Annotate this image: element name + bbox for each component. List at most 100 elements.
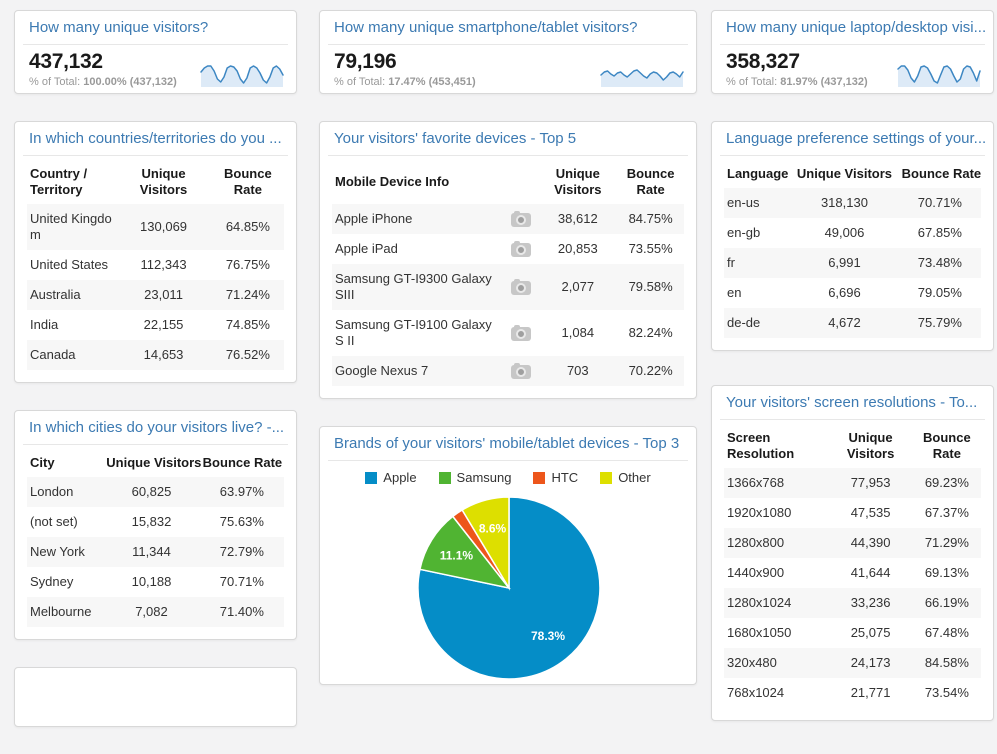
divider [720, 155, 985, 156]
chart-legend: Apple Samsung HTC Other [320, 461, 696, 487]
legend-item-htc: HTC [533, 470, 578, 485]
widget-title[interactable]: In which cities do your visitors live? -… [29, 419, 285, 436]
widget-title[interactable]: How many unique laptop/desktop visi... [726, 19, 987, 36]
table-row: Samsung GT-I9300 Galaxy SIII 2,077 79.58% [332, 264, 684, 310]
widget-title[interactable]: Your visitors' screen resolutions - To..… [726, 394, 978, 411]
desktop-visitors-widget: How many unique laptop/desktop visi... 3… [711, 10, 994, 94]
total-label: % of Total: [29, 76, 81, 88]
table-cell: 70.22% [628, 363, 673, 378]
table-cell: 49,006 [824, 225, 865, 240]
table-cell: 60,825 [131, 484, 172, 499]
table-cell: 6,696 [828, 285, 861, 300]
legend-label: HTC [551, 470, 579, 485]
pie-chart[interactable]: 78.3% 11.1% 8.6% [320, 489, 698, 684]
table-cell: 82.24% [628, 325, 673, 340]
smartphone-visitors-widget: How many unique smartphone/tablet visito… [319, 10, 697, 94]
divider [23, 44, 288, 45]
pie-slice-other[interactable] [461, 496, 510, 591]
legend-label: Samsung [456, 470, 512, 485]
table-cell: 768x1024 [727, 685, 785, 700]
pie-slice-apple[interactable] [417, 496, 601, 680]
table-cell: 4,672 [828, 315, 861, 330]
camera-icon[interactable] [511, 240, 532, 257]
table-cell: 25,075 [850, 625, 891, 640]
table-cell: 73.54% [924, 685, 969, 700]
table-cell: Sydney [30, 574, 74, 589]
widget-title[interactable]: How many unique visitors? [29, 19, 209, 36]
table-cell: 6,991 [828, 255, 861, 270]
table-row: 1680x1050 25,075 67.48% [724, 618, 981, 648]
table-row: Google Nexus 7 703 70.22% [332, 356, 684, 386]
legend-item-other: Other [600, 470, 651, 485]
table-cell: 1366x768 [727, 475, 785, 490]
total-label: % of Total: [334, 76, 386, 88]
table-row: Melbourne 7,082 71.40% [27, 597, 284, 627]
column-header: Unique Visitors [796, 166, 893, 181]
widget-title[interactable]: In which countries/territories do you ..… [29, 130, 282, 147]
dashboard-column-3: How many unique laptop/desktop visi... 3… [711, 10, 994, 748]
table-row: Apple iPhone 38,612 84.75% [332, 204, 684, 234]
table-row: Apple iPad 20,853 73.55% [332, 234, 684, 264]
table-cell: 23,011 [144, 287, 183, 302]
cities-widget: In which cities do your visitors live? -… [14, 410, 297, 640]
table-cell: United States [30, 257, 109, 272]
table-cell: 67.37% [924, 505, 969, 520]
camera-icon-cell [504, 264, 538, 310]
table-cell: India [30, 317, 59, 332]
column-header: City [30, 455, 55, 470]
resolutions-table: Screen Resolution Unique Visitors Bounce R… [724, 424, 981, 708]
table-cell: 1680x1050 [727, 625, 792, 640]
camera-icon[interactable] [511, 362, 532, 379]
widget-title[interactable]: How many unique smartphone/tablet visito… [334, 19, 638, 36]
column-header: Unique Visitors [106, 455, 202, 470]
divider [23, 155, 288, 156]
table-cell: 1280x800 [727, 535, 785, 550]
widget-title[interactable]: Your visitors' favorite devices - Top 5 [334, 130, 577, 147]
table-cell: 76.52% [225, 347, 270, 362]
table-cell: 1,084 [561, 325, 595, 340]
table-cell: 38,612 [557, 211, 598, 226]
column-header: Bounce Rate [202, 455, 283, 470]
table-cell: 130,069 [140, 219, 188, 234]
camera-icon[interactable] [511, 324, 532, 341]
table-row: United Kingdom 130,069 64.85% [27, 204, 284, 250]
column-header: Screen Resolution [727, 430, 795, 461]
countries-table: Country / Territory Unique Visitors Bounce… [27, 160, 284, 370]
legend-item-apple: Apple [365, 470, 417, 485]
divider [328, 155, 688, 156]
table-cell: 63.97% [219, 484, 264, 499]
table-cell: 7,082 [135, 604, 168, 619]
camera-icon[interactable] [511, 278, 532, 295]
divider [328, 44, 688, 45]
unique-visitors-widget: How many unique visitors? 437,132 % of T… [14, 10, 297, 94]
table-cell: fr [727, 255, 735, 270]
table-row: 1366x768 77,953 69.23% [724, 468, 981, 498]
total-value: 17.47% (453,451) [388, 76, 476, 88]
camera-icon-cell [504, 234, 538, 264]
table-cell: 112,343 [140, 257, 187, 272]
metric-body: 437,132 % of Total: 100.00% (437,132) [15, 45, 296, 93]
table-cell: 84.58% [924, 655, 969, 670]
camera-icon[interactable] [511, 210, 532, 227]
table-cell: 77,953 [850, 475, 891, 490]
table-row: United States 112,343 76.75% [27, 250, 284, 280]
table-cell: 20,853 [557, 241, 598, 256]
table-cell: Apple iPhone [335, 211, 413, 226]
table-cell: 10,188 [131, 574, 172, 589]
pie-slice-label: 11.1% [440, 548, 474, 562]
widget-title[interactable]: Language preference settings of your... [726, 130, 987, 147]
table-cell: Apple iPad [335, 241, 398, 256]
table-row: 1280x1024 33,236 66.19% [724, 588, 981, 618]
partial-widget [14, 667, 297, 727]
table-cell: Australia [30, 287, 81, 302]
table-row: 768x1024 21,771 73.54% [724, 678, 981, 708]
favorite-devices-widget: Your visitors' favorite devices - Top 5 … [319, 121, 697, 399]
table-cell: 71.40% [219, 604, 264, 619]
countries-widget: In which countries/territories do you ..… [14, 121, 297, 383]
widget-title[interactable]: Brands of your visitors' mobile/tablet d… [334, 435, 680, 452]
table-row: (not set) 15,832 75.63% [27, 507, 284, 537]
table-header-row: Country / Territory Unique Visitors Bounce… [27, 160, 284, 204]
pie-slice-label: 78.3% [531, 629, 565, 643]
table-row: 320x480 24,173 84.58% [724, 648, 981, 678]
